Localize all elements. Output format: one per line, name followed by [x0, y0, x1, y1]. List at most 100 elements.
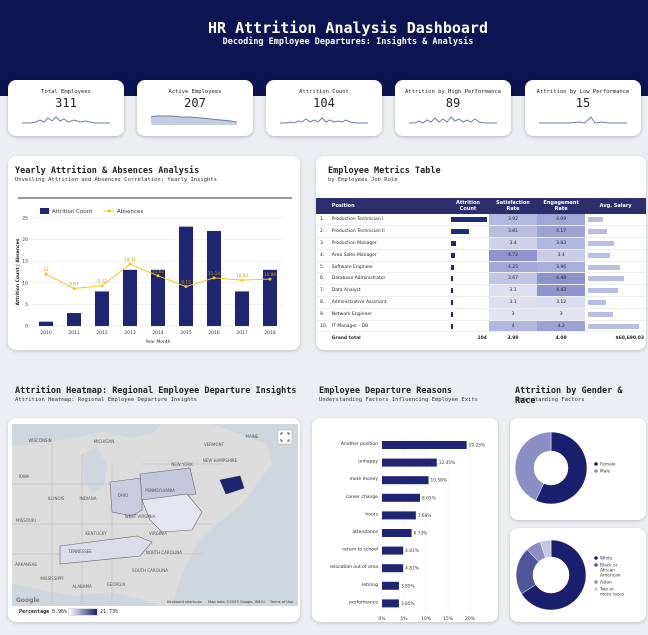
bar-reason[interactable] [382, 493, 421, 502]
map-attribution-keyboard[interactable]: Keyboard shortcuts [167, 600, 202, 604]
point-absences-2017[interactable] [240, 278, 244, 282]
ohio-region[interactable] [109, 477, 143, 517]
table-row[interactable]: 10. IT Manager - DB 4 4.2 [316, 320, 646, 333]
data-label-reason: 4.81% [405, 566, 419, 572]
data-label-reason: 10.58% [431, 478, 447, 484]
page-title: HR Attrition Analysis Dashboard [208, 19, 488, 37]
table-row[interactable]: 3. Production Manager 3.4 3.83 [316, 237, 646, 250]
point-absences-2015[interactable] [184, 285, 188, 289]
bar-reason[interactable] [382, 511, 416, 520]
bar-reason[interactable] [382, 476, 429, 485]
col-attrition[interactable]: Attrition Count [447, 198, 489, 214]
legend-label-absences: Absences [117, 209, 143, 215]
map-place-label: WISCONSIN [28, 438, 51, 443]
metrics-subtitle: by Employees Job Role [328, 177, 398, 183]
bar-attrition-2018[interactable] [263, 269, 277, 326]
point-absences-2016[interactable] [212, 276, 216, 280]
row-engagement: 3.83 [537, 237, 586, 250]
row-attrition-bar-cell [447, 214, 489, 227]
map-place-label: SOUTH CAROLINA [132, 568, 168, 573]
bar-attrition-2017[interactable] [235, 291, 249, 326]
kpi-label: Total Employees [41, 89, 91, 95]
bar-reason[interactable] [382, 581, 399, 590]
data-label-reason: 8.65% [422, 495, 436, 501]
point-absences-2014[interactable] [156, 274, 160, 278]
bar-reason[interactable] [382, 441, 467, 449]
col-salary[interactable]: Avg. Salary [585, 198, 646, 214]
bar-attrition-2012[interactable] [95, 291, 109, 326]
point-absences-2011[interactable] [72, 287, 76, 291]
legend-label: Black or African American [600, 563, 621, 579]
row-attrition-bar [451, 264, 455, 270]
donut-slice-white[interactable] [521, 539, 587, 611]
bar-attrition-2013[interactable] [123, 269, 137, 326]
map-place-label: PENNSYLVANIA [145, 488, 175, 493]
table-row[interactable]: 5. Software Engineer 4.25 3.96 [316, 261, 646, 274]
reasons-card [312, 418, 498, 622]
pennsylvania-region[interactable] [139, 467, 197, 501]
donut-slice-two-or-more-races[interactable] [539, 539, 552, 559]
row-salary-bar-cell [585, 214, 646, 227]
bar-attrition-2010[interactable] [39, 321, 53, 326]
data-label-reason: 6.73% [414, 531, 428, 537]
row-index: 3. [316, 237, 330, 250]
kpi-attrition-high-performance: Attrition by High Performance 89 [395, 80, 511, 136]
table-row[interactable]: 1. Production Technician I 3.92 4.09 [316, 214, 646, 227]
row-index: 5. [316, 261, 330, 274]
tennessee-region[interactable] [59, 535, 153, 565]
legend-swatch-attrition [40, 208, 49, 214]
point-absences-2013[interactable] [128, 262, 132, 266]
attrition-heatmap-map[interactable]: WISCONSIN MICHIGAN NEW YORK VERMONT MAINE NEW… [12, 424, 298, 606]
map-attribution-terms[interactable]: Terms of Use [269, 600, 294, 604]
state-borders [12, 444, 222, 606]
reason-label: unhappy [358, 459, 378, 465]
map-fullscreen-button[interactable] [277, 429, 293, 445]
row-engagement: 3 [537, 308, 586, 321]
map-place-label: VERMONT [204, 442, 225, 447]
massachusetts-region[interactable] [219, 475, 245, 495]
row-salary-bar [588, 276, 624, 282]
x-tick-label: 15% [443, 616, 454, 620]
table-row[interactable]: 6. Database Administrator 3.67 4.48 [316, 272, 646, 286]
kpi-value: 89 [445, 96, 461, 110]
x-tick-label: 2018 [264, 330, 276, 336]
bar-reason[interactable] [382, 564, 404, 573]
bar-reason[interactable] [382, 599, 399, 608]
table-header-row: Position Attrition Count Satisfaction Ra… [316, 198, 646, 214]
map-attribution-data: Map data ©2023 Google, INEGI [208, 600, 265, 604]
col-engagement[interactable]: Engagement Rate [537, 198, 586, 214]
point-absences-2010[interactable] [44, 272, 48, 276]
donut-slice-male[interactable] [514, 431, 552, 501]
bar-reason[interactable] [382, 546, 404, 555]
bar-attrition-2015[interactable] [179, 226, 193, 326]
table-row[interactable]: 7. Data Analyst 3.1 4.43 [316, 284, 646, 298]
bar-reason[interactable] [382, 529, 412, 537]
point-absences-2012[interactable] [100, 284, 104, 288]
bar-reason[interactable] [382, 458, 437, 467]
map-place-label: INDIANA [80, 496, 97, 501]
row-position: Data Analyst [329, 284, 448, 298]
row-engagement: 4.43 [537, 284, 586, 298]
bar-attrition-2014[interactable] [151, 269, 165, 326]
employee-metrics-table: Position Attrition Count Satisfaction Ra… [316, 198, 646, 344]
x-tick-label: 2014 [152, 330, 164, 336]
row-salary-bar [588, 323, 640, 329]
legend-min-label: 0.96% [52, 609, 68, 615]
table-row[interactable]: 4. Area Sales Manager 4.72 3.4 [316, 249, 646, 262]
virginia-region[interactable] [141, 493, 203, 533]
table-row[interactable]: 8. Administrative Assistant 3.1 3.12 [316, 296, 646, 309]
point-absences-2018[interactable] [268, 277, 272, 281]
bar-attrition-2011[interactable] [67, 313, 81, 326]
col-position[interactable]: Position [329, 198, 448, 214]
col-satisfaction[interactable]: Satisfaction Rate [488, 198, 538, 214]
table-row[interactable]: 2. Production Technician II 3.81 4.17 [316, 225, 646, 239]
table-row[interactable]: 9. Network Engineer 3 3 [316, 308, 646, 321]
row-index: 4. [316, 249, 330, 262]
row-salary-bar [588, 264, 621, 270]
donut-slice-female[interactable] [535, 431, 588, 505]
kpi-label: Attrition Count [299, 89, 349, 95]
departure-reasons-chart: 0% 5% 10% 15% 20% Another position 19.23% unhap… [330, 436, 485, 620]
x-tick-label: 2011 [68, 330, 80, 336]
